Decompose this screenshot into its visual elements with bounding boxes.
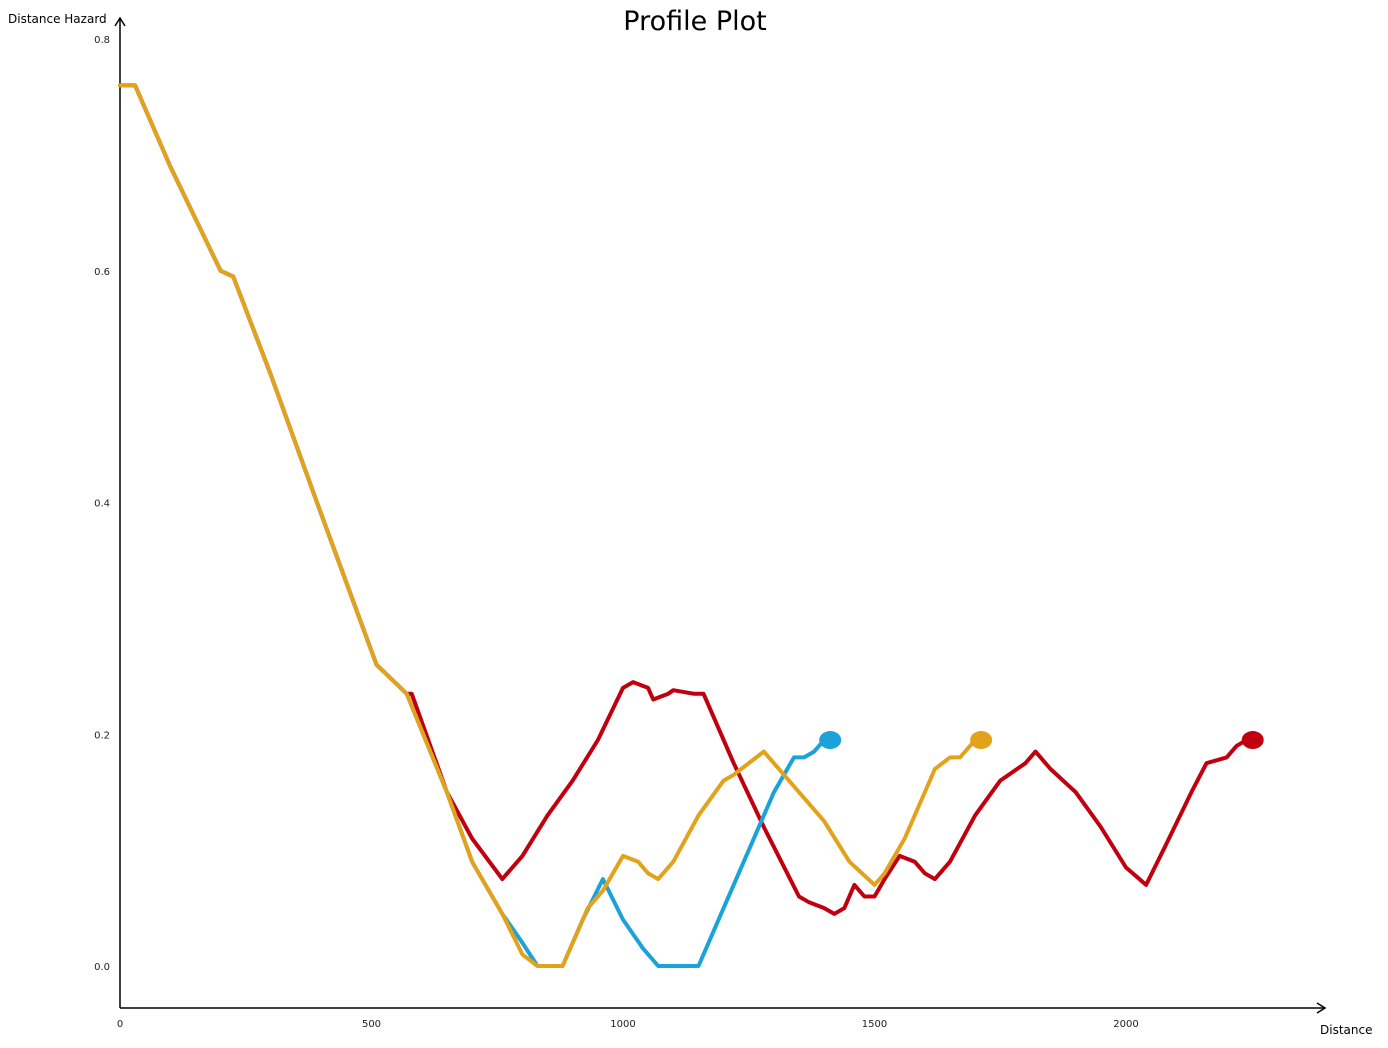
y-axis: Distance Hazard 0.0 0.2 0.4 0.6 0.8 [8,12,126,1008]
chart-title: Profile Plot [623,6,766,37]
x-tick-label: 1500 [862,1019,887,1030]
x-axis-arrow [1316,1002,1327,1014]
y-tick-label: 0.8 [94,35,110,46]
x-tick-label: 500 [362,1019,381,1030]
y-tick-label: 0.2 [94,730,110,741]
x-axis-label: Distance [1320,1023,1372,1037]
x-tick-label: 2000 [1113,1019,1138,1030]
y-tick-label: 0.0 [94,962,110,973]
series-line-2 [118,83,978,968]
series-end-marker-2 [970,731,993,750]
series-end-marker-0 [1241,731,1264,750]
series-end-marker-1 [819,731,842,750]
y-axis-arrow [114,16,126,27]
series-line-1 [118,83,827,968]
series-line-0 [118,83,1249,916]
series-layer [118,83,1264,968]
x-tick-label: 1000 [610,1019,635,1030]
y-axis-label: Distance Hazard [8,12,107,26]
y-tick-label: 0.4 [94,499,110,510]
y-tick-label: 0.6 [94,267,110,278]
y-tick-labels: 0.0 0.2 0.4 0.6 0.8 [94,35,110,973]
x-tick-label: 0 [117,1019,123,1030]
x-axis: Distance 0 500 1000 1500 2000 [117,1002,1372,1037]
x-tick-labels: 0 500 1000 1500 2000 [117,1019,1139,1030]
